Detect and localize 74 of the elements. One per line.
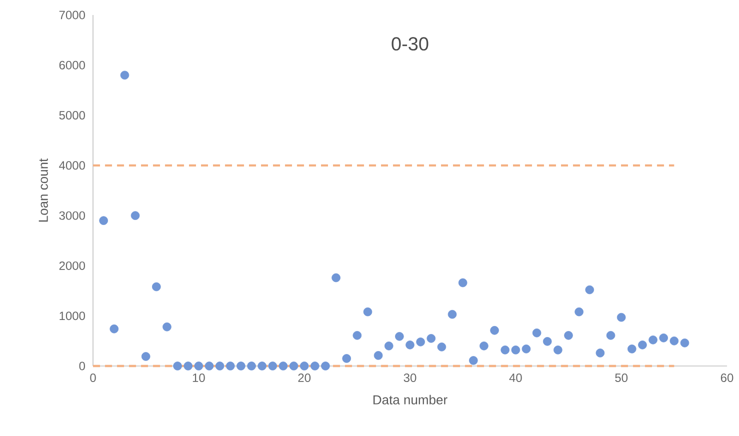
x-tick-label: 20	[298, 374, 311, 382]
point	[120, 70, 130, 80]
y-tick-label: 6000	[59, 60, 86, 70]
x-tick-label: 50	[615, 374, 628, 382]
x-axis-title: Data number	[373, 394, 448, 404]
point	[480, 342, 488, 350]
point	[680, 338, 690, 348]
point	[585, 285, 594, 294]
point	[596, 348, 605, 358]
point	[542, 337, 552, 346]
text: 0-30	[392, 37, 428, 51]
point	[384, 342, 394, 350]
x-tick-label: 60	[720, 374, 734, 382]
point	[522, 344, 531, 354]
point	[437, 342, 446, 352]
point	[458, 278, 468, 288]
point	[490, 326, 499, 335]
x-tick-label: 10	[192, 374, 205, 382]
y-tick-label: 4000	[59, 161, 86, 170]
point	[215, 362, 224, 370]
point	[659, 334, 668, 342]
x-tick-label: 0	[90, 374, 96, 382]
point	[606, 331, 616, 340]
y-tick-label: 3000	[59, 211, 86, 220]
point	[130, 211, 140, 220]
point	[416, 338, 425, 346]
point	[110, 324, 119, 334]
point	[173, 362, 182, 370]
point	[258, 362, 266, 370]
point	[426, 334, 436, 343]
point	[638, 340, 647, 350]
point	[310, 362, 320, 370]
point	[226, 362, 235, 370]
point	[532, 328, 542, 338]
point	[278, 362, 288, 370]
y-tick-label: 2000	[59, 261, 86, 270]
y-tick-label: 5000	[59, 111, 86, 120]
point	[162, 322, 172, 332]
y-tick-label: 0	[79, 362, 86, 370]
point	[574, 307, 584, 316]
point	[363, 307, 372, 316]
point	[648, 336, 658, 344]
point	[395, 332, 404, 341]
point	[406, 340, 414, 350]
point	[374, 351, 383, 360]
x-tick-label: 30	[404, 374, 416, 382]
point	[332, 273, 340, 282]
point	[511, 346, 520, 354]
point	[289, 362, 298, 370]
point	[236, 362, 246, 370]
point	[342, 354, 352, 363]
point	[300, 362, 309, 370]
point	[670, 336, 679, 346]
x-tick-label: 40	[509, 374, 522, 382]
y-tick-label: 1000	[60, 312, 86, 320]
point	[616, 312, 626, 322]
point	[352, 331, 362, 340]
point	[152, 282, 161, 292]
y-tick-label: 7000	[59, 10, 86, 20]
point	[321, 362, 330, 370]
point	[247, 362, 256, 370]
point	[500, 346, 510, 354]
point	[564, 331, 573, 340]
point	[554, 346, 562, 354]
point	[469, 356, 478, 365]
point	[194, 362, 204, 370]
point	[268, 362, 278, 370]
point	[204, 362, 214, 370]
point	[99, 216, 108, 225]
point	[627, 344, 636, 354]
point	[184, 362, 193, 370]
y-axis-title: Loan count	[38, 158, 48, 222]
point	[141, 352, 150, 361]
point	[448, 310, 457, 319]
